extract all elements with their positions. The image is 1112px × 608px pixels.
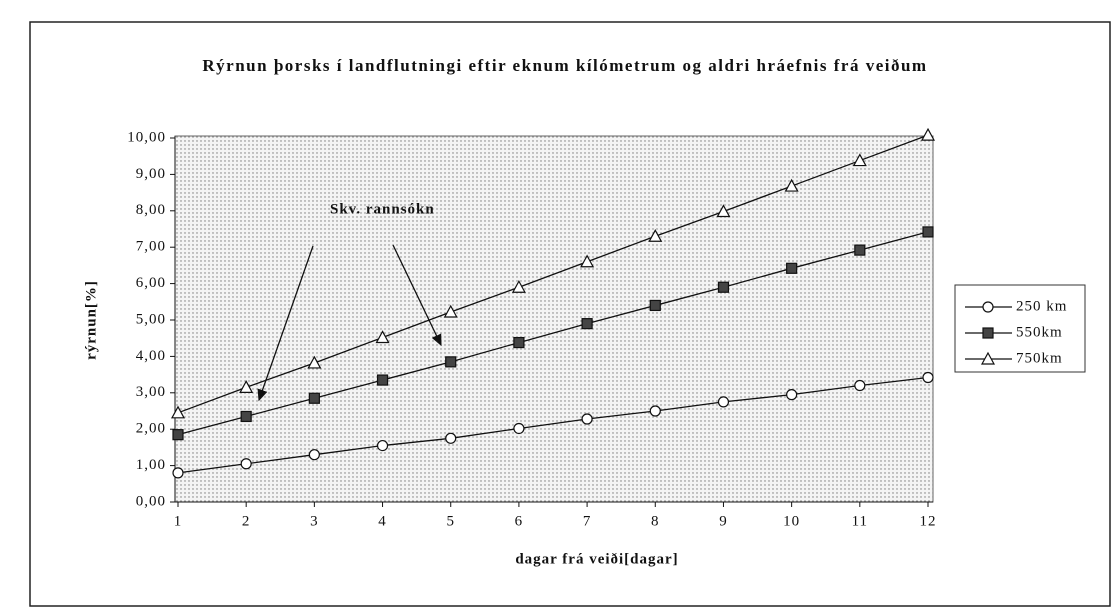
marker: [172, 467, 184, 479]
marker: [240, 458, 252, 470]
legend-label: 550km: [1016, 324, 1063, 340]
x-tick-label: 2: [242, 513, 251, 529]
marker: [716, 204, 731, 218]
marker: [239, 380, 254, 393]
y-tick-label: 8,00: [136, 202, 166, 218]
x-tick-label: 8: [651, 513, 660, 529]
marker: [922, 226, 934, 238]
x-tick-label: 5: [446, 513, 455, 529]
marker: [717, 281, 730, 293]
x-tick-label: 1: [174, 513, 183, 529]
marker: [376, 374, 389, 386]
annotation: Skv. rannsókn: [330, 201, 435, 217]
marker: [375, 330, 390, 344]
y-tick-label: 4,00: [136, 348, 166, 364]
x-tick-label: 9: [719, 513, 728, 529]
marker: [513, 336, 525, 349]
marker: [443, 304, 458, 318]
marker: [854, 244, 866, 256]
x-tick-label: 4: [378, 513, 387, 529]
marker: [786, 262, 798, 274]
legend-label: 250 km: [1016, 298, 1067, 314]
marker: [445, 432, 457, 444]
y-tick-label: 6,00: [136, 275, 166, 291]
y-tick-label: 7,00: [136, 239, 166, 255]
y-tick-label: 9,00: [136, 166, 166, 182]
y-tick-label: 0,00: [136, 493, 166, 509]
marker: [172, 429, 184, 441]
x-tick-label: 10: [783, 513, 800, 529]
y-tick-label: 10,00: [127, 129, 166, 145]
marker: [376, 439, 389, 452]
marker: [445, 356, 457, 368]
legend-marker: [980, 351, 996, 365]
x-tick-label: 11: [852, 513, 868, 529]
marker: [717, 396, 730, 408]
marker: [852, 153, 867, 167]
marker: [786, 389, 798, 401]
legend-label: 750km: [1016, 350, 1063, 366]
x-axis-label: dagar frá veiði[dagar]: [515, 551, 678, 567]
y-tick-label: 1,00: [136, 457, 166, 473]
marker: [784, 178, 799, 192]
x-tick-label: 12: [920, 513, 937, 529]
frame: [29, 21, 1111, 607]
marker: [580, 254, 595, 268]
marker: [170, 405, 186, 419]
marker: [513, 422, 525, 435]
series-line: [177, 376, 929, 474]
marker: [308, 392, 320, 404]
marker: [648, 229, 663, 242]
y-tick-label: 2,00: [136, 421, 166, 437]
arrow: [392, 244, 442, 347]
x-tick-label: 3: [310, 513, 319, 529]
y-tick-label: 3,00: [136, 384, 166, 400]
marker: [581, 318, 593, 330]
y-axis-label: rýrnun[%]: [83, 280, 99, 360]
series-line: [177, 134, 929, 414]
legend-marker: [982, 301, 994, 313]
legend: [954, 284, 1086, 373]
marker: [308, 449, 320, 461]
marker: [307, 355, 322, 369]
x-tick-label: 7: [583, 513, 592, 529]
marker: [581, 413, 593, 425]
marker: [922, 371, 934, 384]
x-tick-label: 6: [515, 513, 524, 529]
legend-marker: [982, 327, 994, 339]
marker: [649, 299, 661, 312]
chart-title: Rýrnun þorsks í landflutningi eftir eknu…: [202, 56, 928, 75]
arrow: [257, 245, 314, 402]
y-tick-label: 5,00: [136, 311, 166, 327]
marker: [649, 405, 661, 417]
marker: [511, 279, 526, 293]
marker: [240, 410, 252, 423]
series-line: [177, 231, 929, 436]
plot-area: [174, 135, 934, 503]
marker: [920, 127, 936, 141]
marker: [854, 379, 866, 392]
